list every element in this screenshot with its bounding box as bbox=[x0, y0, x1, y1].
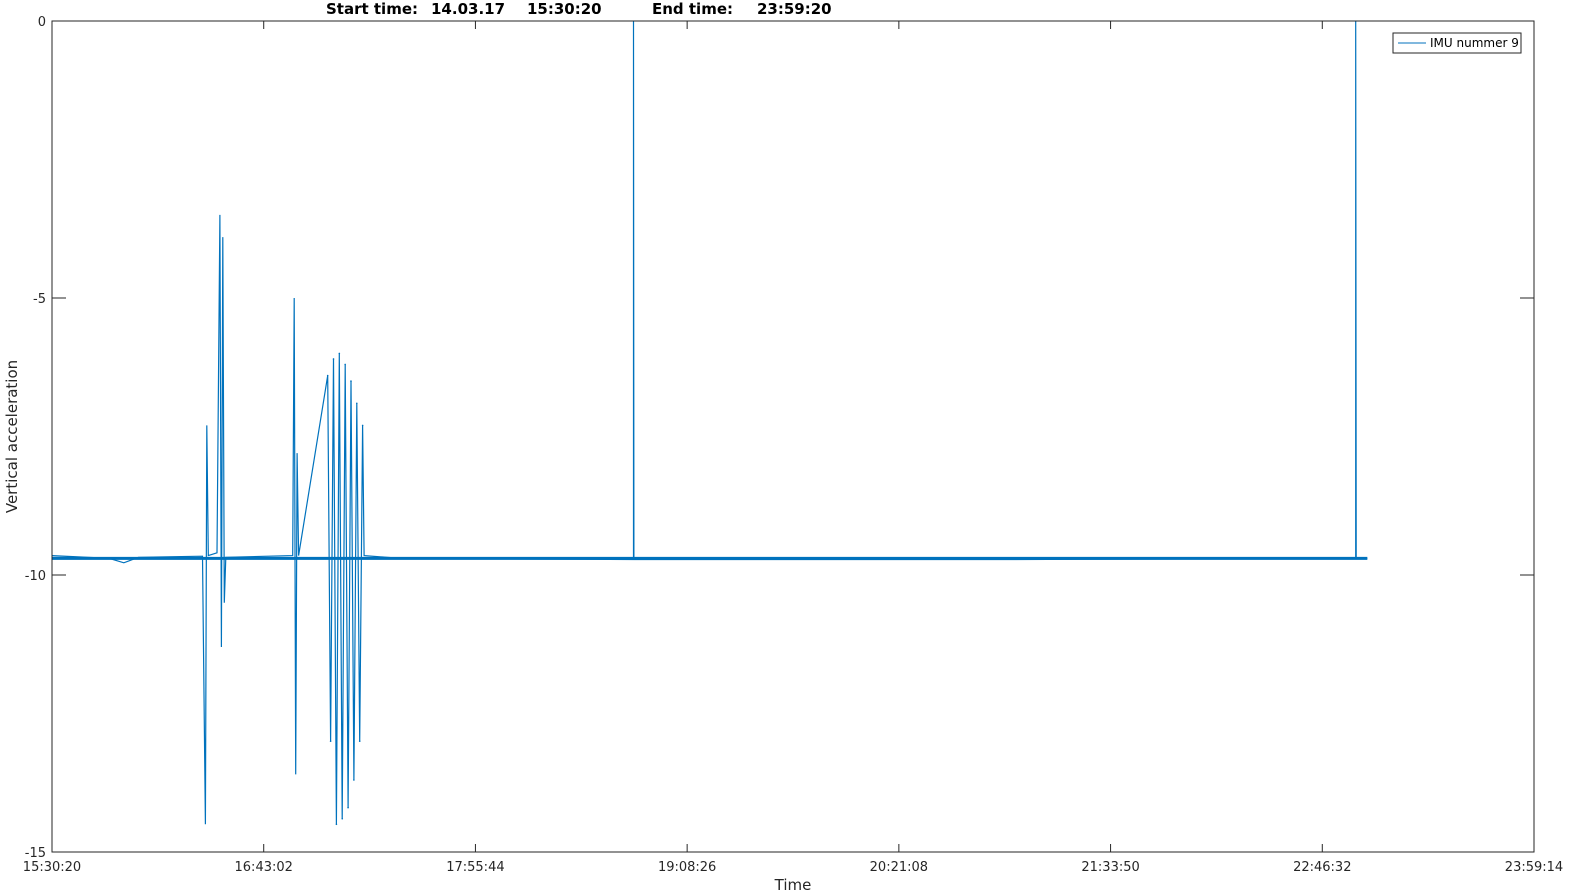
y-tick-label: -5 bbox=[33, 292, 46, 307]
y-tick-label: 0 bbox=[38, 15, 46, 30]
y-tick-label: -15 bbox=[25, 846, 46, 861]
ticks-layer: 15:30:20 16:43:02 17:55:44 19:08:26 20:21:08… bbox=[23, 15, 1563, 875]
series-point bbox=[347, 806, 349, 809]
series-point bbox=[329, 740, 332, 742]
series-point bbox=[361, 424, 364, 427]
series-baseline-band bbox=[52, 556, 1368, 560]
y-axis-label: Vertical acceleration bbox=[3, 360, 21, 513]
series-layer bbox=[51, 20, 1368, 826]
x-axis-label: Time bbox=[774, 876, 812, 894]
start-time-label: Start time: bbox=[326, 0, 418, 18]
legend-box bbox=[1392, 32, 1522, 54]
series-point bbox=[332, 358, 335, 360]
series-point bbox=[335, 823, 338, 826]
x-tick-label: 16:43:02 bbox=[235, 860, 293, 875]
plot-frame bbox=[51, 20, 1535, 853]
end-time-label: End time: bbox=[652, 0, 733, 18]
start-time-value: 15:30:20 bbox=[527, 0, 602, 18]
series-point bbox=[358, 740, 361, 742]
y-tick-label: -10 bbox=[25, 569, 46, 584]
series-line-imu-9 bbox=[51, 20, 1368, 825]
legend-entry: IMU nummer 9 bbox=[1430, 36, 1519, 50]
x-tick-label: 23:59:14 bbox=[1505, 860, 1563, 875]
x-tick-label: 20:21:08 bbox=[870, 860, 928, 875]
x-tick-label: 17:55:44 bbox=[446, 860, 504, 875]
series-point bbox=[350, 380, 352, 382]
legend: IMU nummer 9 bbox=[1392, 32, 1522, 54]
series-point bbox=[356, 402, 358, 405]
x-tick-label: 22:46:32 bbox=[1293, 860, 1351, 875]
series-point bbox=[338, 352, 341, 355]
end-time-value: 23:59:20 bbox=[757, 0, 832, 18]
series-point bbox=[353, 779, 355, 781]
x-tick-label: 19:08:26 bbox=[658, 860, 716, 875]
x-tick-label: 21:33:50 bbox=[1081, 860, 1139, 875]
x-tick-label: 15:30:20 bbox=[23, 860, 81, 875]
series-point bbox=[326, 374, 329, 377]
series-point bbox=[344, 363, 346, 366]
series-point bbox=[341, 817, 344, 820]
start-date-value: 14.03.17 bbox=[431, 0, 506, 18]
